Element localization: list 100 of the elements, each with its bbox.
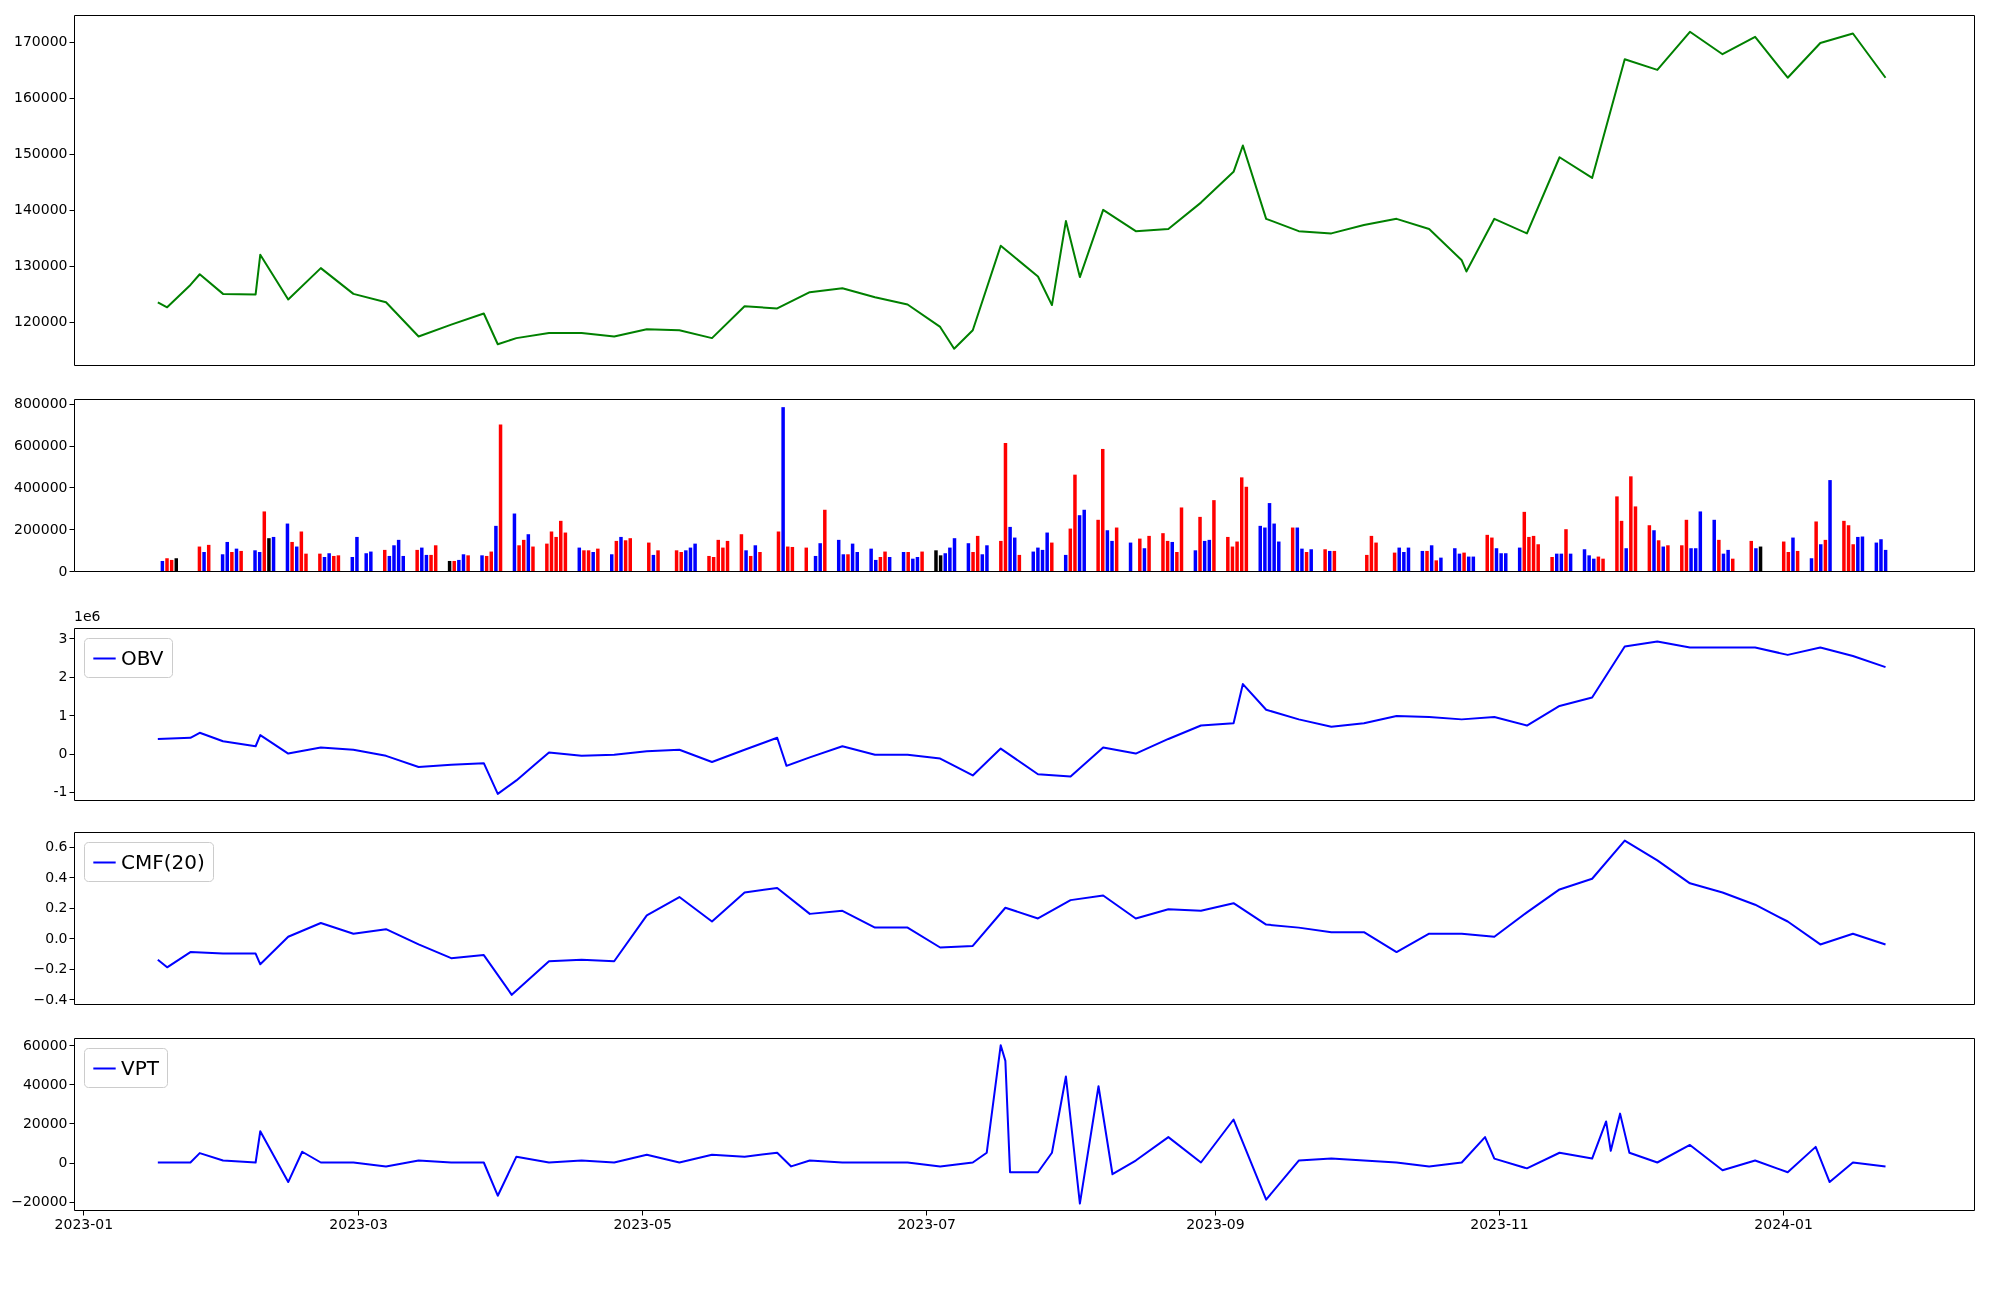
- y-tick-label: 0: [58, 562, 68, 579]
- bar: [230, 551, 234, 571]
- bar: [1819, 544, 1823, 571]
- bar: [415, 549, 419, 571]
- bar: [1050, 542, 1054, 571]
- legend-label: VPT: [121, 1055, 160, 1080]
- legend-label: OBV: [121, 645, 164, 670]
- y-tick-label: 0: [58, 1154, 68, 1170]
- bar: [1689, 548, 1693, 571]
- bar: [1226, 536, 1230, 571]
- y-tick-label: 3: [58, 629, 68, 646]
- bar: [165, 558, 169, 571]
- y-tick-label: 400000: [14, 478, 68, 495]
- bar: [1045, 532, 1049, 571]
- bar: [1008, 526, 1012, 571]
- bar: [1564, 529, 1568, 571]
- bar: [480, 555, 484, 571]
- x-tick-label: 2023-01: [54, 1215, 114, 1232]
- y-tick-label: 0.0: [45, 929, 68, 946]
- bar: [911, 558, 915, 571]
- bar: [290, 541, 294, 571]
- y-tick-label: 120000: [14, 313, 68, 330]
- y-tick-label: 170000: [14, 33, 68, 50]
- x-tick-label: 2023-09: [1186, 1215, 1245, 1232]
- bar: [591, 551, 595, 571]
- y-tick-label: 600000: [14, 437, 68, 454]
- y-tick-label: 140000: [14, 201, 68, 218]
- y-tick-label: 200000: [14, 520, 68, 537]
- bar: [619, 536, 623, 571]
- bar: [225, 541, 229, 571]
- bar: [582, 550, 586, 571]
- y-tick-label: 800000: [14, 395, 68, 412]
- bar: [985, 545, 989, 571]
- x-tick-label: 2023-07: [897, 1215, 956, 1232]
- y-tick-label: 60000: [22, 1036, 68, 1053]
- bar: [1828, 480, 1832, 571]
- bar: [693, 543, 697, 571]
- y-tick-label: 1: [58, 706, 68, 723]
- bar: [1073, 474, 1077, 571]
- bar: [202, 551, 206, 571]
- y-tick-label: −0.2: [33, 960, 68, 977]
- bar: [1624, 548, 1628, 571]
- bar: [1717, 539, 1721, 571]
- bar: [318, 553, 322, 571]
- bar: [420, 547, 424, 571]
- bar: [327, 553, 331, 571]
- bar: [1439, 557, 1443, 571]
- y-tick-label: 160000: [14, 89, 68, 106]
- y-tick-label: 0.6: [45, 838, 68, 855]
- bar: [1652, 530, 1656, 571]
- bar: [1453, 548, 1457, 571]
- x-tick-label: 2023-03: [329, 1215, 388, 1232]
- x-tick-label: 2023-11: [1470, 1215, 1529, 1232]
- bar: [1147, 535, 1151, 571]
- bar: [1323, 549, 1327, 571]
- legend-label: CMF(20): [121, 849, 205, 874]
- line-series: [156, 30, 1887, 350]
- bar: [1425, 550, 1429, 571]
- bar: [1879, 539, 1883, 571]
- y-tick-label: 150000: [14, 145, 68, 162]
- y-tick-label: -1: [53, 783, 68, 800]
- bar: [647, 542, 651, 571]
- bar: [1170, 541, 1174, 571]
- bar: [656, 550, 660, 571]
- y-tick-label: −20000: [11, 1193, 68, 1210]
- bar: [1138, 538, 1142, 571]
- bar: [707, 555, 711, 571]
- bar: [253, 550, 257, 571]
- bar: [1212, 500, 1216, 571]
- y-tick-label: 2: [58, 668, 68, 685]
- bar: [1629, 476, 1633, 571]
- bar: [1550, 557, 1554, 571]
- bar: [332, 555, 336, 571]
- bar: [466, 555, 470, 571]
- x-tick-label: 2024-01: [1754, 1215, 1813, 1232]
- y-tick-label: 130000: [14, 257, 68, 274]
- bar: [781, 407, 785, 571]
- bar: [1791, 537, 1795, 571]
- bar: [1036, 547, 1040, 571]
- bar: [846, 554, 850, 571]
- bar: [531, 546, 535, 571]
- bar: [823, 509, 827, 571]
- bar: [1309, 549, 1313, 571]
- bar: [1082, 509, 1086, 571]
- text: 1e6: [74, 608, 101, 624]
- bar: [1601, 558, 1605, 571]
- bar: [494, 525, 498, 571]
- bar: [744, 550, 748, 571]
- bar: [920, 551, 924, 571]
- bar: [679, 551, 683, 571]
- y-tick-label: −0.4: [33, 990, 68, 1007]
- x-tick-label: 2023-05: [613, 1215, 672, 1232]
- bar: [1198, 516, 1202, 571]
- bar: [1161, 533, 1165, 571]
- bar: [1842, 520, 1846, 571]
- bar: [1814, 521, 1818, 571]
- y-tick-label: 0.4: [45, 868, 68, 885]
- bar: [355, 536, 359, 571]
- y-tick-label: 0: [58, 745, 68, 762]
- bar: [1666, 545, 1670, 571]
